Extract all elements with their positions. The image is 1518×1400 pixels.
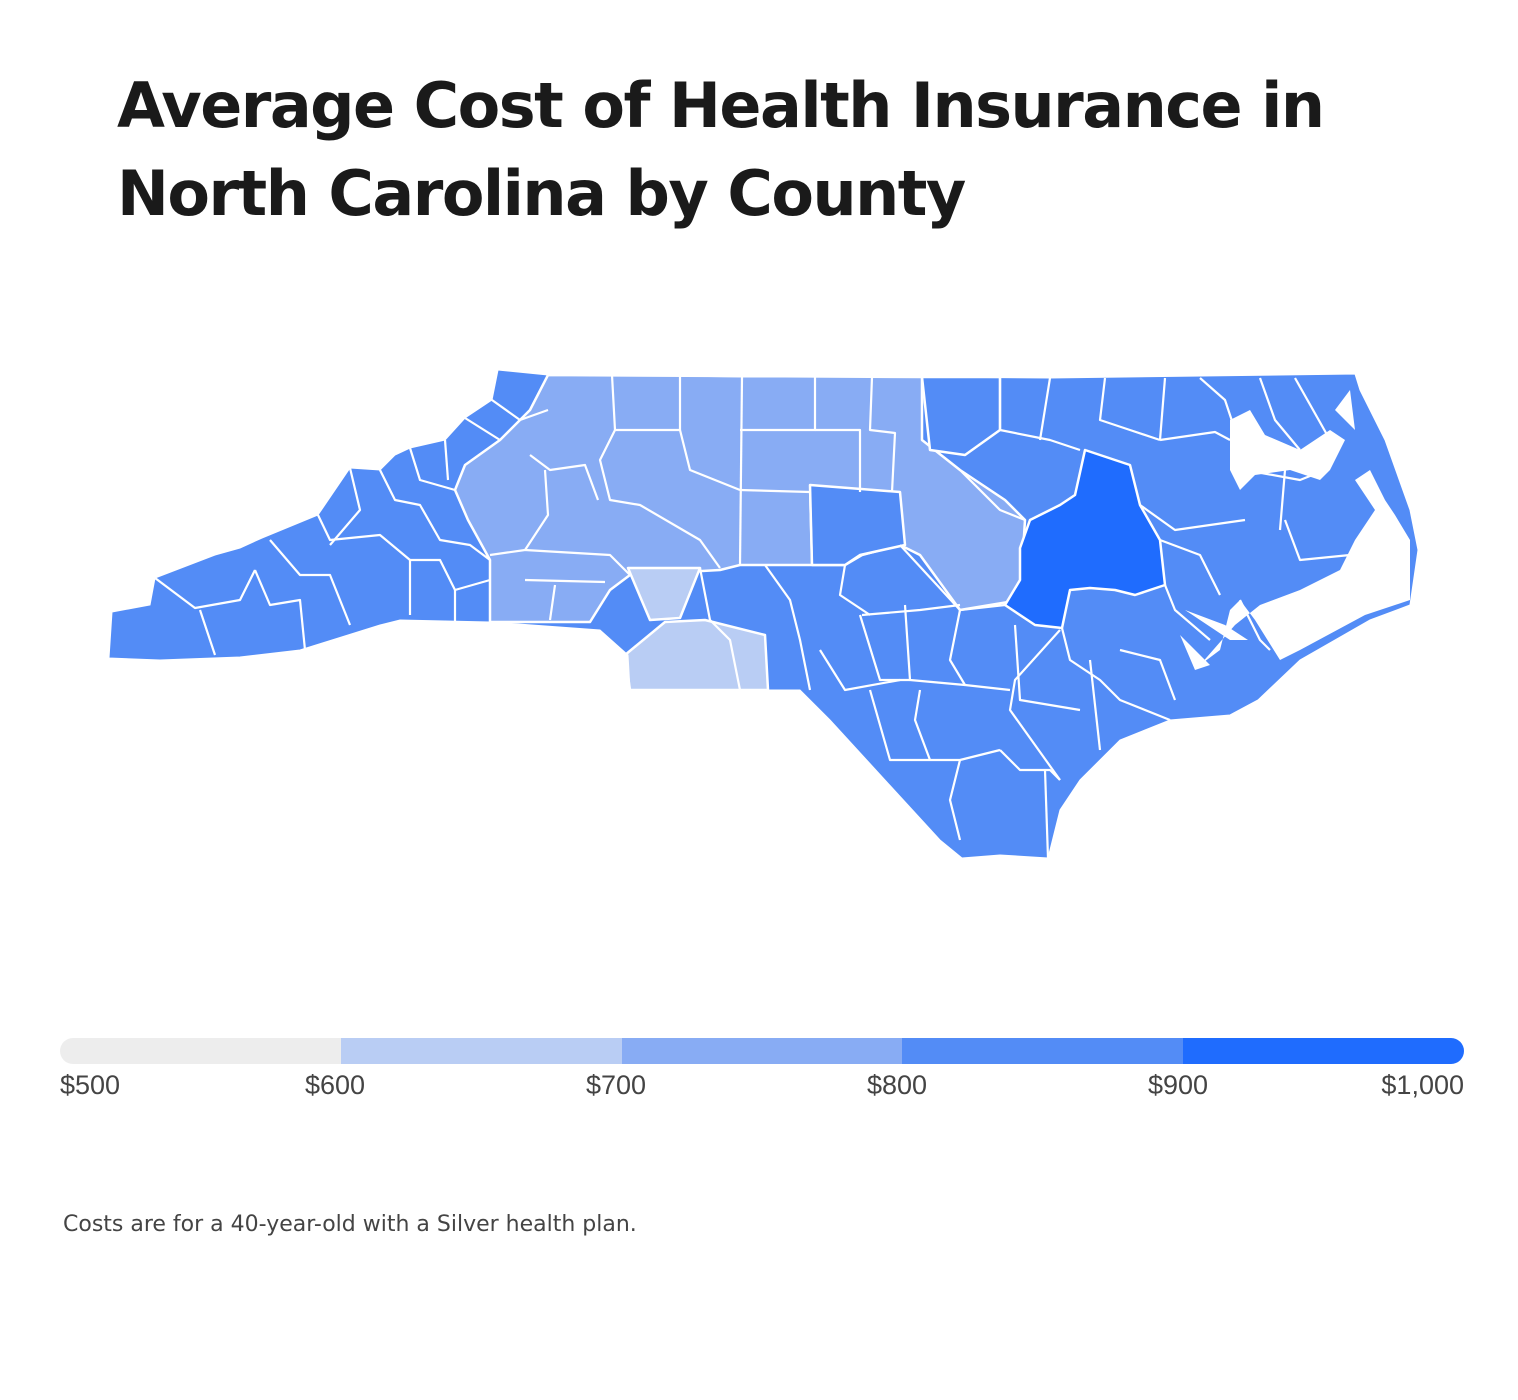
legend-segment-500-600 [60, 1038, 341, 1064]
legend-label-900: $900 [1148, 1070, 1209, 1100]
title-line-2: North Carolina by County [117, 157, 966, 230]
pamlico-sound [1200, 470, 1410, 665]
chart-title: Average Cost of Health Insurance in Nort… [117, 62, 1367, 238]
legend-segment-600-700 [340, 1038, 622, 1064]
legend-labels: $500 $600 $700 $800 $900 $1,000 [60, 1070, 1464, 1110]
footnote: Costs are for a 40-year-old with a Silve… [63, 1212, 637, 1237]
title-line-1: Average Cost of Health Insurance in [117, 69, 1325, 142]
albemarle-sound [1230, 410, 1345, 490]
county-group-900-1000 [1003, 448, 1167, 630]
color-scale-legend: $500 $600 $700 $800 $900 $1,000 [60, 1038, 1464, 1110]
north-carolina-county-map [108, 369, 1419, 859]
legend-segment-900-1000 [1183, 1038, 1464, 1064]
legend-label-800: $800 [867, 1070, 928, 1100]
county-group-600-700 [626, 566, 702, 622]
legend-segment-700-800 [621, 1038, 903, 1064]
legend-segment-800-900 [902, 1038, 1184, 1064]
legend-label-600: $600 [305, 1070, 366, 1100]
legend-color-bar [60, 1038, 1464, 1064]
legend-label-1000: $1,000 [1381, 1070, 1464, 1100]
legend-label-500: $500 [60, 1070, 121, 1100]
legend-label-700: $700 [586, 1070, 647, 1100]
